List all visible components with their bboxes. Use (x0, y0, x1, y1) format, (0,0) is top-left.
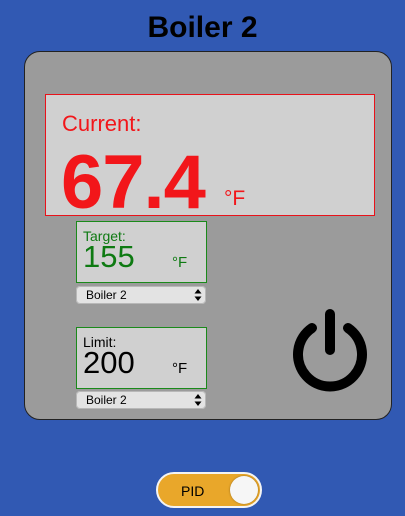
pid-toggle-label: PID (181, 483, 205, 499)
limit-unit: °F (172, 360, 188, 377)
power-icon[interactable] (290, 308, 370, 394)
current-value: 67.4 (61, 140, 206, 225)
select-arrows-icon (194, 289, 202, 301)
target-source-selected: Boiler 2 (86, 288, 127, 302)
target-unit: °F (172, 254, 188, 271)
target-source-select[interactable]: Boiler 2 (76, 286, 206, 304)
current-temperature-box: Current: 67.4 °F (45, 94, 375, 223)
boiler-panel: Current: 67.4 °F Target: 155 °F Boiler 2… (24, 51, 392, 420)
target-label: Target: (83, 228, 126, 244)
current-unit: °F (224, 187, 246, 210)
target-value: 155 (83, 239, 135, 274)
pid-toggle[interactable]: PID (156, 472, 262, 508)
limit-source-select[interactable]: Boiler 2 (76, 391, 206, 409)
target-temperature-box[interactable]: Target: 155 °F (76, 221, 207, 283)
limit-source-selected: Boiler 2 (86, 393, 127, 407)
limit-label: Limit: (83, 334, 117, 350)
current-label: Current: (62, 111, 142, 136)
toggle-knob[interactable] (230, 476, 258, 504)
limit-value: 200 (83, 345, 135, 380)
limit-temperature-box[interactable]: Limit: 200 °F (76, 327, 207, 389)
page-title: Boiler 2 (147, 11, 258, 44)
select-arrows-icon (194, 394, 202, 406)
